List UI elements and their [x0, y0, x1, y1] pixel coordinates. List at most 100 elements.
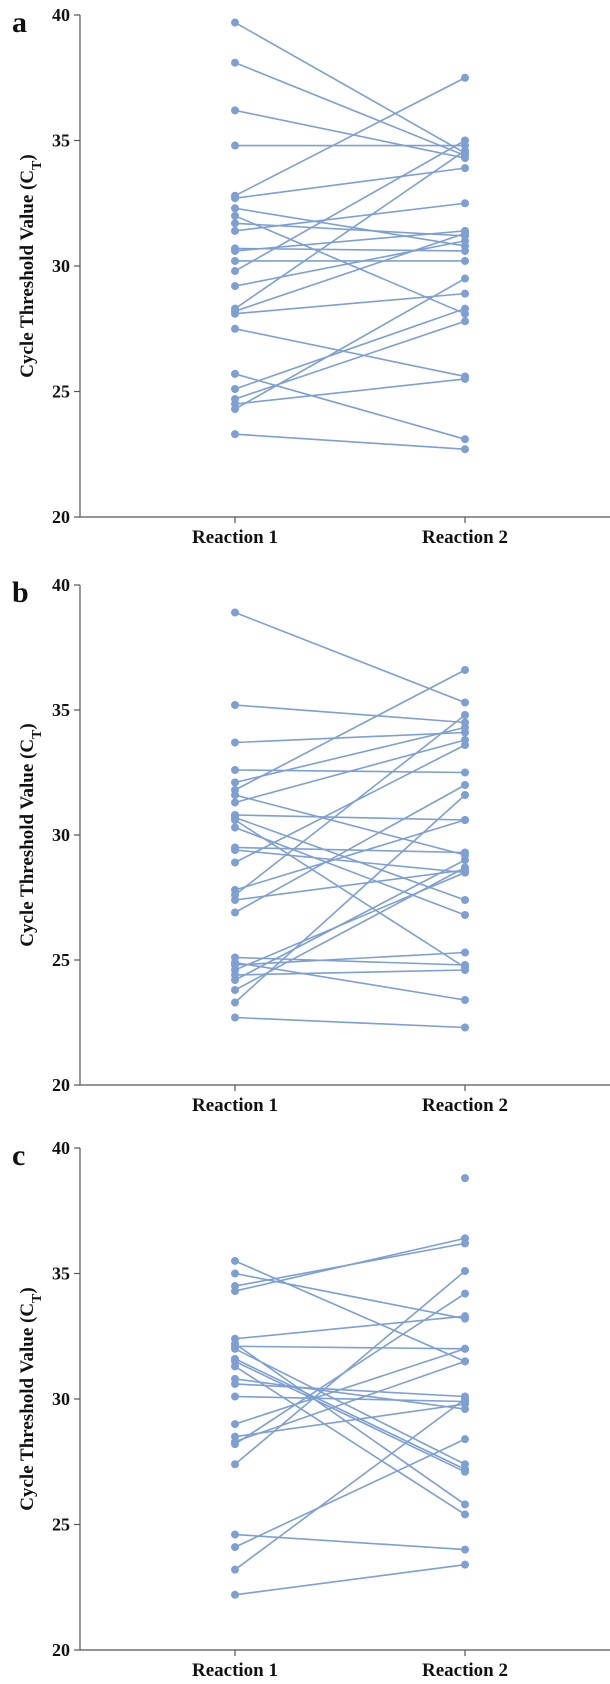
pair-line	[234, 794, 466, 856]
pair-line	[234, 240, 466, 287]
pair-line	[234, 1403, 466, 1438]
reaction-1-point	[231, 226, 239, 235]
reaction-2-point	[461, 1266, 469, 1275]
pair-line	[234, 726, 466, 784]
reaction-2-point	[461, 856, 469, 864]
pair-line	[234, 433, 466, 451]
reaction-2-point	[461, 256, 469, 265]
reaction-1-point	[231, 1460, 239, 1469]
reaction-2-point	[461, 445, 469, 454]
reaction-2-point	[461, 246, 469, 255]
y-tick-label: 40	[52, 5, 70, 25]
reaction-2-point	[461, 723, 469, 732]
pair-line	[234, 1533, 466, 1551]
reaction-1-point	[231, 204, 239, 213]
reaction-2-point	[461, 791, 469, 799]
pair-line	[234, 292, 466, 315]
pair-line	[234, 819, 466, 891]
reaction-1-point	[231, 958, 239, 967]
x-category-label: Reaction 2	[422, 1095, 508, 1116]
y-tick-label: 20	[52, 1075, 70, 1095]
pair-line	[234, 1438, 466, 1548]
pair-line	[234, 1348, 466, 1465]
pair-line	[234, 731, 466, 744]
pair-line	[234, 794, 466, 1004]
reaction-1-point	[231, 58, 239, 67]
pair-line	[234, 1378, 466, 1410]
pair-line	[234, 1237, 466, 1292]
pair-line	[234, 207, 466, 247]
panel-letter-a: a	[12, 6, 27, 39]
reaction-1-point	[231, 1013, 239, 1022]
reaction-1-point	[231, 858, 239, 867]
reaction-2-point	[461, 1510, 469, 1519]
reaction-2-point	[461, 781, 469, 789]
reaction-1-point	[231, 778, 239, 787]
reaction-1-point	[231, 282, 239, 291]
reaction-1-point	[231, 106, 239, 115]
reaction-2-point	[461, 711, 469, 719]
reaction-2-point	[461, 868, 469, 877]
pair-line	[234, 149, 466, 310]
pair-line	[234, 819, 466, 969]
reaction-2-point	[461, 1312, 469, 1321]
reaction-2-point	[461, 1357, 469, 1366]
reaction-2-point	[461, 1234, 469, 1243]
pair-line	[234, 816, 466, 901]
reaction-1-point	[231, 1440, 239, 1449]
reaction-1-point	[231, 1590, 239, 1599]
y-tick-label: 30	[52, 256, 70, 276]
pair-line	[234, 1358, 466, 1471]
reaction-1-point	[231, 1287, 239, 1296]
y-axis-label: Cycle Threshold Value (CT)	[17, 723, 45, 946]
reaction-2-point	[461, 317, 469, 326]
pair-line	[234, 61, 466, 157]
pair-line	[234, 139, 466, 272]
reaction-2-point	[461, 73, 469, 82]
pair-line	[234, 1360, 466, 1473]
y-tick-label: 40	[52, 575, 70, 595]
reaction-2-point	[461, 274, 469, 283]
reaction-1-point	[231, 256, 239, 265]
pair-line	[234, 1345, 466, 1350]
reaction-2-point	[461, 435, 469, 444]
pair-line	[234, 1563, 466, 1596]
pair-line	[234, 232, 466, 312]
reaction-1-point	[231, 1420, 239, 1429]
pair-line	[234, 859, 466, 981]
pair-line	[234, 277, 466, 410]
reaction-1-point	[231, 738, 239, 747]
y-axis-label: Cycle Threshold Value (CT)	[17, 1287, 45, 1510]
pair-line	[234, 1365, 466, 1516]
reaction-2-point	[461, 229, 469, 238]
reaction-1-point	[231, 998, 239, 1007]
reaction-2-point	[461, 1545, 469, 1554]
reaction-1-point	[231, 1543, 239, 1552]
reaction-2-point	[461, 236, 469, 245]
reaction-2-point	[461, 154, 469, 163]
reaction-1-point	[231, 194, 239, 203]
reaction-2-point	[461, 1435, 469, 1444]
reaction-1-point	[231, 246, 239, 255]
reaction-2-point	[461, 698, 469, 707]
pair-line	[234, 669, 466, 791]
y-tick-label: 25	[52, 1515, 70, 1535]
x-category-label: Reaction 1	[192, 1095, 278, 1116]
reaction-1-point	[231, 608, 239, 617]
reaction-1-point	[231, 701, 239, 709]
pair-line	[234, 1395, 466, 1403]
reaction-2-point	[461, 1560, 469, 1569]
pair-line	[234, 956, 466, 966]
reaction-1-point	[231, 1379, 239, 1388]
panel-letter-c: c	[12, 1139, 25, 1172]
reaction-2-point	[461, 948, 469, 957]
pair-line	[234, 1260, 466, 1363]
pair-line	[234, 378, 466, 405]
y-tick-label: 25	[52, 382, 70, 402]
reaction-2-point	[461, 1500, 469, 1509]
pair-line	[234, 961, 466, 1001]
pair-line	[234, 869, 466, 901]
reaction-2-point	[461, 146, 469, 155]
reaction-1-point	[231, 1362, 239, 1371]
reaction-1-point	[231, 405, 239, 414]
